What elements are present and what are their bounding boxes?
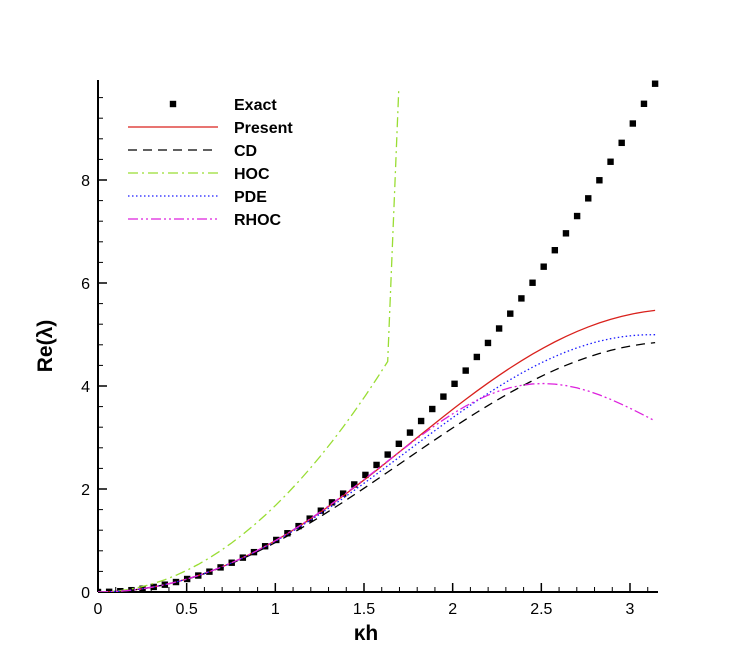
series-layer (98, 80, 659, 592)
legend-label: PDE (234, 189, 267, 206)
exact-marker (607, 158, 614, 165)
x-tick-label: 1.5 (353, 601, 375, 618)
exact-marker (317, 507, 325, 514)
exact-marker (105, 588, 113, 592)
series-present (98, 309, 656, 592)
exact-marker (395, 440, 403, 447)
exact-marker (551, 247, 559, 254)
exact-marker (373, 461, 380, 469)
legend-label: CD (234, 143, 257, 160)
exact-marker (507, 310, 514, 317)
series-line-hoc (98, 87, 400, 592)
series-hoc (98, 87, 400, 592)
exact-marker (417, 417, 425, 425)
legend-item-pde: PDE (128, 189, 267, 206)
legend-label: Present (234, 120, 293, 137)
exact-marker (429, 405, 436, 413)
exact-marker (651, 80, 659, 87)
exact-marker (585, 195, 592, 202)
legend-item-hoc: HOC (128, 166, 270, 183)
exact-marker (629, 120, 637, 127)
x-tick-label: 2 (448, 601, 457, 618)
legend-item-exact: Exact (169, 97, 277, 114)
exact-marker (484, 339, 492, 347)
exact-marker (618, 139, 625, 147)
legend-item-rhoc: RHOC (128, 212, 282, 229)
legend-label: RHOC (234, 212, 282, 229)
exact-marker (540, 263, 547, 270)
legend-item-cd: CD (128, 143, 257, 160)
exact-marker (440, 393, 447, 400)
exact-marker (518, 295, 525, 302)
x-tick-label: 1 (271, 601, 280, 618)
series-line-rhoc (98, 382, 656, 592)
series-rhoc (98, 382, 656, 592)
y-tick-label: 8 (81, 173, 90, 190)
exact-marker (328, 499, 336, 506)
exact-marker (339, 490, 347, 497)
series-line-present (98, 309, 656, 592)
y-tick-label: 0 (81, 585, 90, 602)
legend-label: HOC (234, 166, 270, 183)
exact-marker (128, 586, 135, 592)
exact-marker (98, 588, 102, 592)
exact-marker (596, 177, 603, 184)
axes-frame (97, 80, 658, 593)
exact-marker (473, 353, 481, 361)
x-tick-label: 3 (626, 601, 635, 618)
exact-marker (362, 471, 369, 479)
exact-marker (462, 367, 469, 374)
exact-marker (406, 429, 414, 436)
ticks: 0 0.5 1 1.5 2 2.5 3 0 2 4 6 8 (81, 97, 649, 618)
exact-marker (384, 451, 391, 458)
exact-marker (573, 212, 581, 220)
exact-marker (562, 230, 570, 237)
legend-item-present: Present (128, 120, 293, 137)
series-pde (98, 334, 656, 592)
exact-marker (451, 380, 458, 388)
y-tick-label: 6 (81, 276, 90, 293)
exact-marker (306, 515, 313, 522)
legend-marker (169, 100, 177, 108)
exact-marker (529, 279, 536, 286)
exact-marker (351, 481, 358, 488)
y-axis-title: Re(λ) (34, 320, 57, 373)
legend: Exact Present CD HOC PDE RHOC (128, 97, 293, 229)
y-tick-label: 4 (81, 379, 90, 396)
y-tick-label: 2 (81, 482, 90, 499)
x-tick-label: 2.5 (530, 601, 552, 618)
exact-marker (640, 100, 648, 107)
exact-marker (495, 325, 503, 332)
legend-label: Exact (234, 97, 277, 114)
x-tick-label: 0 (94, 601, 103, 618)
x-tick-label: 0.5 (176, 601, 198, 618)
series-exact (98, 80, 659, 592)
series-line-pde (98, 334, 656, 592)
x-axis-title: κh (354, 622, 379, 645)
